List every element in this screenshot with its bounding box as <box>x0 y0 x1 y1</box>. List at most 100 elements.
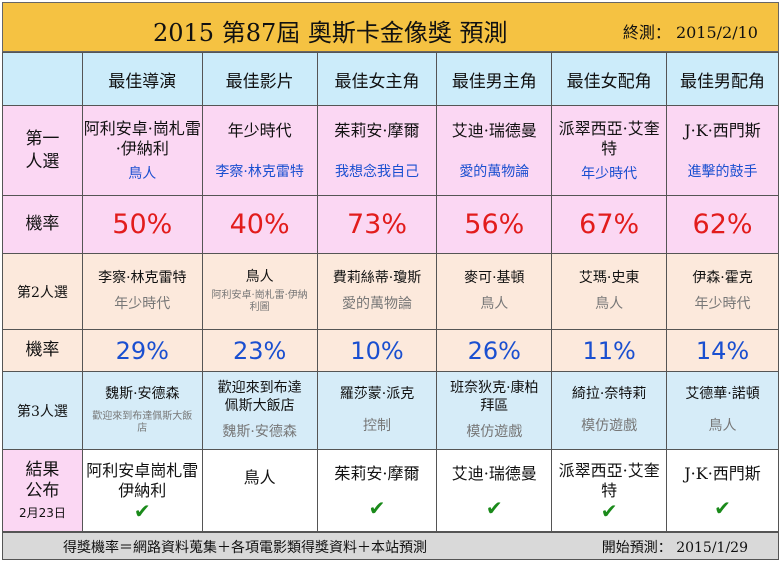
third-pick-cell: 魏斯·安德森歡迎來到布達佩斯大飯店 <box>81 371 203 450</box>
probability-value: 29% <box>81 329 203 372</box>
nominee-film: 鳥人 <box>595 296 624 313</box>
second-prob-label: 機率 <box>2 329 83 372</box>
nominee-name: 羅莎蒙·派克 <box>339 385 415 402</box>
third-pick-cell: 艾德華·諾頓 鳥人 <box>666 371 779 450</box>
check-icon: ✔ <box>714 495 731 520</box>
forecast-date: 終測： 2015/2/10 <box>622 23 758 42</box>
nominee-name: 歡迎來到布達佩斯大飯店 <box>217 380 302 414</box>
nominee-name: J·K·西門斯 <box>684 120 761 140</box>
result-cell: 艾迪·瑞德曼 ✔ <box>436 449 553 532</box>
corner-cell <box>2 52 83 106</box>
third-pick-cell: 羅莎蒙·派克 控制 <box>316 371 438 450</box>
second-pick-cell: 鳥人阿利安卓·崗札雷·伊納利圖 <box>201 253 318 330</box>
check-icon: ✔ <box>485 495 503 520</box>
nominee-film: 控制 <box>362 418 391 435</box>
third-pick-cell: 班奈狄克·康柏拜區模仿遊戲 <box>436 371 553 450</box>
nominee-name: 麥可·基頓 <box>464 269 525 286</box>
nominee-name: 茱莉安·摩爾 <box>334 120 420 140</box>
winner-name: J·K·西門斯 <box>684 463 761 483</box>
second-pick-cell: 艾瑪·史東鳥人 <box>551 253 668 330</box>
nominee-film: 歡迎來到布達佩斯大飯店 <box>92 411 193 435</box>
result-cell: 茱莉安·摩爾 ✔ <box>316 449 438 532</box>
nominee-name: 班奈狄克·康柏拜區 <box>450 380 539 414</box>
nominee-film: 鳥人 <box>480 296 509 313</box>
second-pick-cell: 麥可·基頓鳥人 <box>436 253 553 330</box>
nominee-name: 艾德華·諾頓 <box>685 385 760 402</box>
first-pick-cell: 年少時代李察·林克雷特 <box>201 105 318 196</box>
result-cell: 阿利安卓崗札雷伊納利 ✔ <box>81 449 203 532</box>
second-pick-cell: 李察·林克雷特 年少時代 <box>81 253 203 330</box>
third-pick-label: 第3人選 <box>2 371 83 450</box>
nominee-name: 艾瑪·史東 <box>578 269 640 286</box>
footer-bar: 得獎機率＝網路資料蒐集＋各項電影類得獎資料＋本站預測 開始預測： 2015/1/… <box>2 532 779 560</box>
first-pick-cell: 茱莉安·摩爾 我想念我自己 <box>316 105 438 196</box>
nominee-name: 年少時代 <box>227 120 292 140</box>
first-pick-cell: 阿利安卓·崗札雷·伊納利 鳥人 <box>81 105 203 196</box>
category-header: 最佳導演 <box>81 52 203 106</box>
footer-start-date: 開始預測： 2015/1/29 <box>601 540 748 556</box>
nominee-film: 模仿遊戲 <box>466 424 523 440</box>
nominee-name: 艾迪·瑞德曼 <box>451 120 537 140</box>
first-pick-label: 第一人選 <box>2 105 83 196</box>
category-header: 最佳男配角 <box>666 52 779 106</box>
probability-value: 62% <box>666 195 779 254</box>
result-cell: J·K·西門斯 ✔ <box>666 449 779 532</box>
first-prob-row: 機率 50% 40% 73% 56% 67% 62% <box>2 195 779 254</box>
prediction-grid: 最佳導演 最佳影片 最佳女主角 最佳男主角 最佳女配角 最佳男配角 第一人選 阿… <box>2 52 779 532</box>
title-bar: 2015 第87屆 奧斯卡金像獎 預測 終測： 2015/2/10 <box>2 2 779 52</box>
first-pick-cell: 派翠西亞·艾奎特 年少時代 <box>551 105 668 196</box>
probability-value: 40% <box>201 195 318 254</box>
results-label-cell: 結果公布 2月23日 <box>2 449 83 532</box>
second-pick-row: 第2人選 李察·林克雷特 年少時代 鳥人 阿利安卓·崗札雷·伊納利圖 費莉絲蒂·瓊斯… <box>2 253 779 330</box>
probability-value: 23% <box>201 329 318 372</box>
nominee-name: 魏斯·安德森 <box>105 385 180 402</box>
nominee-name: 伊森·霍克 <box>692 269 753 286</box>
nominee-film: 阿利安卓·崗札雷·伊納利圖 <box>211 290 308 314</box>
probability-value: 26% <box>436 329 553 372</box>
nominee-name: 派翠西亞·艾奎特 <box>558 118 660 158</box>
probability-value: 10% <box>316 329 438 372</box>
nominee-film: 模仿遊戲 <box>581 418 638 435</box>
first-pick-cell: 艾迪·瑞德曼 愛的萬物論 <box>436 105 553 196</box>
nominee-film: 愛的萬物論 <box>459 163 530 180</box>
first-prob-label: 機率 <box>2 195 83 254</box>
category-header: 最佳女配角 <box>551 52 668 106</box>
probability-value: 56% <box>436 195 553 254</box>
third-pick-cell: 綺拉·奈特莉 模仿遊戲 <box>551 371 668 450</box>
first-pick-cell: J·K·西門斯 進擊的鼓手 <box>666 105 779 196</box>
check-icon: ✔ <box>368 495 386 520</box>
second-pick-cell: 費莉絲蒂·瓊斯 愛的萬物論 <box>316 253 438 330</box>
nominee-name: 李察·林克雷特 <box>98 269 187 286</box>
nominee-name: 費莉絲蒂·瓊斯 <box>332 269 422 286</box>
nominee-name: 鳥人 <box>245 268 274 285</box>
winner-name: 艾迪·瑞德曼 <box>451 463 537 483</box>
first-pick-row: 第一人選 阿利安卓·崗札雷·伊納利 鳥人 年少時代李察·林克雷特 茱莉安·摩爾 我想… <box>2 105 779 196</box>
winner-name: 茱莉安·摩爾 <box>334 463 420 483</box>
category-header: 最佳男主角 <box>436 52 553 106</box>
second-pick-label: 第2人選 <box>2 253 83 330</box>
results-row: 結果公布 2月23日 阿利安卓崗札雷伊納利 ✔ 鳥人 茱莉安·摩爾 ✔ 艾迪·瑞德曼… <box>2 449 779 532</box>
nominee-film: 愛的萬物論 <box>341 296 412 313</box>
second-prob-row: 機率 29% 23% 10% 26% 11% 14% <box>2 329 779 372</box>
nominee-film: 我想念我自己 <box>334 163 419 180</box>
probability-value: 50% <box>81 195 203 254</box>
result-cell: 鳥人 <box>201 449 318 532</box>
check-icon: ✔ <box>133 498 151 523</box>
category-header: 最佳影片 <box>201 52 318 106</box>
nominee-film: 進擊的鼓手 <box>687 163 758 180</box>
nominee-film: 魏斯·安德森 <box>222 424 297 440</box>
nominee-film: 年少時代 <box>694 296 751 313</box>
winner-name: 阿利安卓崗札雷伊納利 <box>86 460 199 500</box>
nominee-name: 阿利安卓·崗札雷·伊納利 <box>83 118 201 158</box>
probability-value: 14% <box>666 329 779 372</box>
third-pick-row: 第3人選 魏斯·安德森 歡迎來到布達佩斯大飯店 歡迎來到布達佩斯大飯店 魏斯·安德森… <box>2 371 779 450</box>
result-cell: 派翠西亞·艾奎特 ✔ <box>551 449 668 532</box>
probability-value: 11% <box>551 329 668 372</box>
nominee-film: 鳥人 <box>708 418 737 435</box>
nominee-film: 李察·林克雷特 <box>215 163 304 180</box>
winner-name: 派翠西亞·艾奎特 <box>558 460 660 500</box>
results-label: 結果公布 <box>25 459 60 501</box>
category-header: 最佳女主角 <box>316 52 438 106</box>
probability-value: 73% <box>316 195 438 254</box>
